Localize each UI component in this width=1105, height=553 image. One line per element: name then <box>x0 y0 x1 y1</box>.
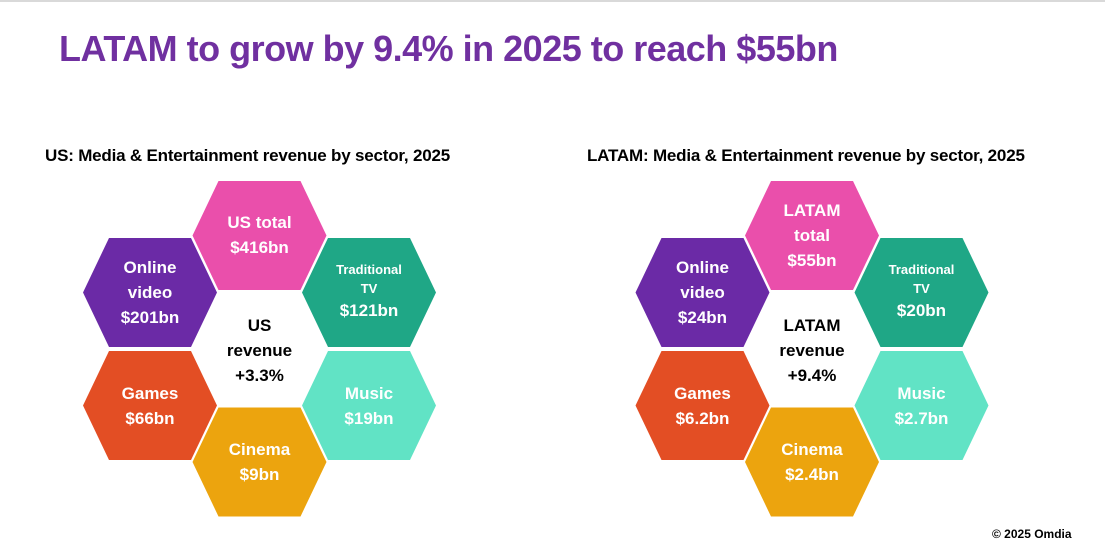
us-traditional-tv-value: $121bn <box>339 301 399 320</box>
us-hex-total <box>192 181 327 290</box>
latam-traditional-tv-name-2: TV <box>913 281 930 296</box>
latam-hex-online-video <box>635 238 770 347</box>
us-center-line1: US <box>247 316 272 335</box>
us-online-video-label: Online video $201bn <box>90 255 210 330</box>
latam-games-label: Games $6.2bn <box>643 381 763 431</box>
us-hex-cinema <box>192 407 327 517</box>
us-traditional-tv-name-1: Traditional <box>336 262 402 277</box>
us-center-line2: revenue <box>226 341 293 360</box>
us-growth-rate: +3.3% <box>235 366 284 385</box>
us-total-label: US total $416bn <box>200 210 320 260</box>
latam-center-label: LATAM revenue +9.4% <box>752 313 872 388</box>
us-total-name: US total <box>227 213 292 232</box>
latam-hex-games <box>635 351 770 460</box>
latam-hex-cinema <box>745 407 879 517</box>
us-hex-online-video <box>83 238 217 347</box>
latam-hex-total <box>745 181 879 290</box>
top-border <box>0 0 1105 2</box>
latam-games-name: Games <box>674 384 731 403</box>
latam-games-value: $6.2bn <box>675 409 730 428</box>
us-total-value: $416bn <box>230 238 289 257</box>
slide-title: LATAM to grow by 9.4% in 2025 to reach $… <box>59 28 838 69</box>
latam-hex-traditional-tv <box>854 238 989 347</box>
latam-total-name-1: LATAM <box>783 201 841 220</box>
us-games-name: Games <box>121 384 179 403</box>
us-music-label: Music $19bn <box>309 381 429 431</box>
copyright-footer: © 2025 Omdia <box>992 527 1072 541</box>
us-online-video-name-1: Online <box>123 258 177 277</box>
us-center-label: US revenue +3.3% <box>200 313 320 388</box>
latam-center-line1: LATAM <box>783 316 841 335</box>
latam-cinema-name: Cinema <box>781 440 843 459</box>
latam-online-video-name-2: video <box>680 283 725 302</box>
us-hex-traditional-tv <box>302 238 436 347</box>
us-traditional-tv-name-2: TV <box>360 281 378 296</box>
latam-music-name: Music <box>897 384 946 403</box>
latam-traditional-tv-name-1: Traditional <box>888 262 955 277</box>
latam-center-line2: revenue <box>779 341 845 360</box>
us-music-value: $19bn <box>344 409 394 428</box>
latam-total-label: LATAM total $55bn <box>752 198 872 273</box>
latam-growth-rate: +9.4% <box>787 366 837 385</box>
us-games-value: $66bn <box>125 409 175 428</box>
us-hex-games <box>83 351 217 460</box>
latam-hex-group <box>635 181 989 517</box>
latam-total-name-2: total <box>794 226 830 245</box>
us-cinema-value: $9bn <box>239 465 280 484</box>
us-music-name: Music <box>344 384 394 403</box>
latam-online-video-value: $24bn <box>677 308 728 327</box>
latam-music-value: $2.7bn <box>894 409 949 428</box>
us-hex-music <box>302 351 436 460</box>
latam-cinema-value: $2.4bn <box>785 465 839 484</box>
us-online-video-value: $201bn <box>120 308 180 327</box>
latam-online-video-name-1: Online <box>676 258 729 277</box>
us-games-label: Games $66bn <box>90 381 210 431</box>
us-traditional-tv-label: Traditional TV $121bn <box>309 260 429 323</box>
us-cinema-label: Cinema $9bn <box>200 437 320 487</box>
latam-hex-music <box>854 351 989 460</box>
latam-total-value: $55bn <box>787 251 837 270</box>
latam-cinema-label: Cinema $2.4bn <box>752 437 872 487</box>
latam-traditional-tv-label: Traditional TV $20bn <box>862 260 982 323</box>
latam-traditional-tv-value: $20bn <box>896 301 947 320</box>
us-online-video-name-2: video <box>127 283 173 302</box>
latam-music-label: Music $2.7bn <box>862 381 982 431</box>
latam-online-video-label: Online video $24bn <box>643 255 763 330</box>
us-hex-group <box>83 181 436 517</box>
us-cinema-name: Cinema <box>228 440 291 459</box>
us-panel-title: US: Media & Entertainment revenue by sec… <box>45 146 450 165</box>
latam-panel-title: LATAM: Media & Entertainment revenue by … <box>587 146 1025 165</box>
